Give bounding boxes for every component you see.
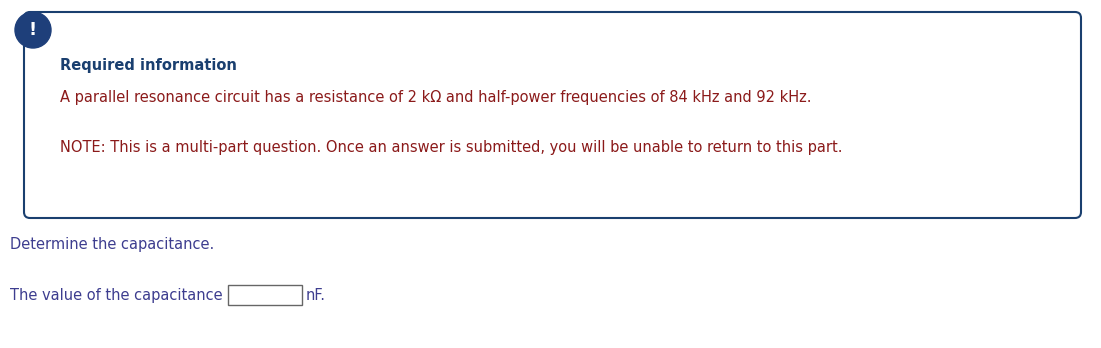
Text: Required information: Required information (59, 58, 237, 73)
Text: NOTE: This is a multi-part question. Once an answer is submitted, you will be un: NOTE: This is a multi-part question. Onc… (59, 140, 842, 155)
Text: Determine the capacitance.: Determine the capacitance. (10, 237, 215, 252)
FancyBboxPatch shape (24, 12, 1081, 218)
Text: !: ! (29, 21, 37, 39)
Text: The value of the capacitance is: The value of the capacitance is (10, 288, 239, 303)
Text: A parallel resonance circuit has a resistance of 2 kΩ and half-power frequencies: A parallel resonance circuit has a resis… (59, 90, 811, 105)
Text: nF.: nF. (306, 288, 326, 303)
Bar (228, 285, 302, 305)
Circle shape (15, 12, 51, 48)
